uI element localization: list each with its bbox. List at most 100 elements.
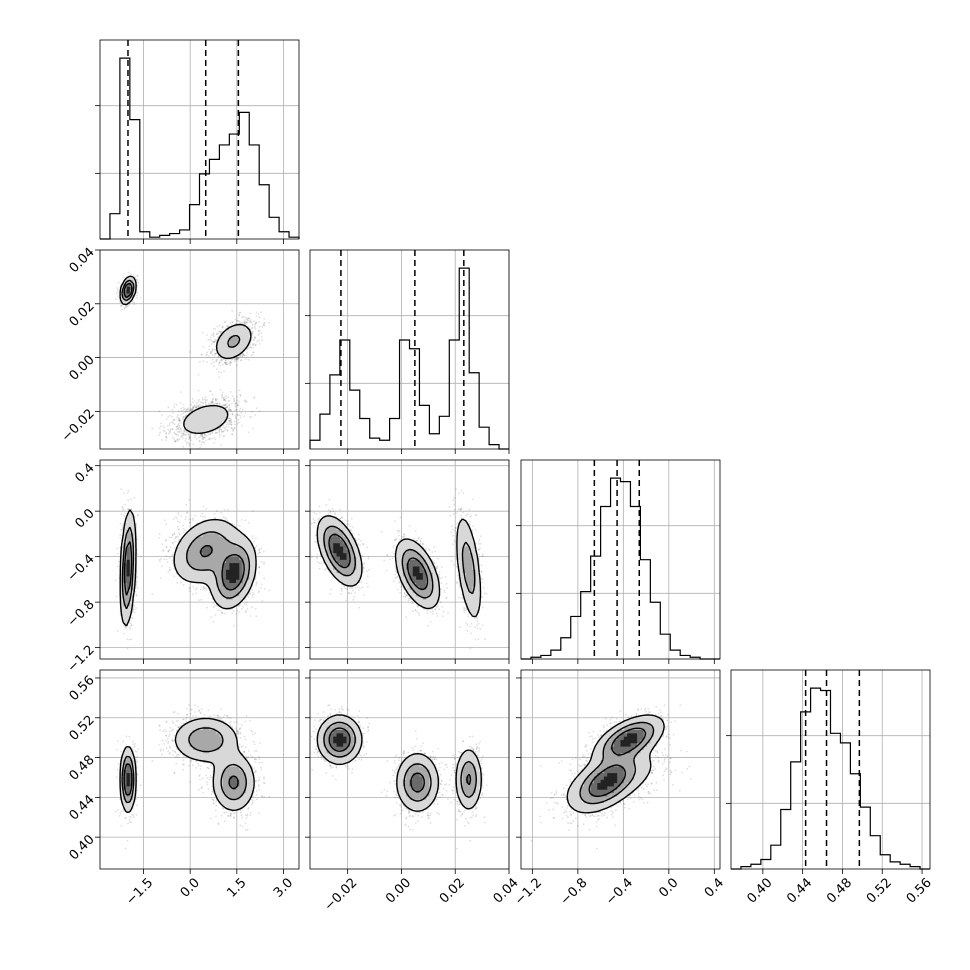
sample-point <box>117 295 119 297</box>
sample-point <box>189 521 192 524</box>
sample-point <box>210 402 213 404</box>
sample-point <box>176 425 179 428</box>
sample-point <box>220 358 223 361</box>
sample-point <box>263 587 266 590</box>
density-cell <box>229 332 233 337</box>
sample-point <box>251 326 254 329</box>
sample-point <box>201 331 204 334</box>
sample-point <box>237 356 239 359</box>
sample-point <box>249 312 252 315</box>
sample-point <box>135 607 138 609</box>
density-cell <box>216 412 220 417</box>
sample-point <box>213 436 216 439</box>
sample-point <box>224 403 227 406</box>
sample-point <box>213 335 215 338</box>
sample-point <box>238 525 241 527</box>
sample-point <box>237 400 240 403</box>
sample-point <box>228 399 231 402</box>
density-cell <box>239 326 243 330</box>
sample-point <box>226 429 229 432</box>
density-cell <box>226 349 230 354</box>
sample-point <box>233 420 236 423</box>
sample-point <box>244 611 247 613</box>
sample-point <box>182 445 185 448</box>
sample-point <box>252 351 254 354</box>
sample-point <box>237 414 239 416</box>
sample-point <box>250 416 253 419</box>
sample-point <box>212 341 215 343</box>
sample-point <box>161 543 164 546</box>
sample-point <box>177 414 179 416</box>
sample-point <box>251 591 254 594</box>
sample-point <box>260 332 263 334</box>
sample-point <box>263 318 266 320</box>
sample-point <box>255 321 257 324</box>
sample-point <box>237 404 240 406</box>
sample-point <box>166 561 169 563</box>
sample-point <box>180 410 183 412</box>
sample-point <box>182 416 185 418</box>
sample-point <box>182 409 185 412</box>
sample-point <box>255 311 258 314</box>
sample-point <box>244 519 247 522</box>
sample-point <box>174 432 176 435</box>
sample-point <box>192 407 195 410</box>
sample-point <box>125 305 128 308</box>
sample-point <box>238 313 240 316</box>
sample-point <box>188 435 191 438</box>
sample-point <box>230 410 233 412</box>
sample-point <box>190 403 193 406</box>
sample-point <box>189 437 191 439</box>
sample-point <box>167 432 170 435</box>
sample-point <box>163 558 166 561</box>
sample-point <box>192 517 194 520</box>
sample-point <box>231 413 234 416</box>
sample-point <box>214 398 217 400</box>
sample-point <box>230 427 233 429</box>
sample-point <box>255 544 258 547</box>
sample-point <box>218 433 221 436</box>
sample-point <box>185 438 188 440</box>
sample-point <box>234 417 237 420</box>
sample-point <box>220 612 223 615</box>
sample-point <box>255 321 258 324</box>
sample-point <box>168 414 171 417</box>
sample-point <box>176 428 179 430</box>
sample-point <box>165 436 168 439</box>
sample-point <box>230 421 233 423</box>
sample-point <box>136 294 138 297</box>
sample-point <box>191 409 193 412</box>
sample-point <box>218 402 221 405</box>
density-cell <box>239 346 243 350</box>
sample-point <box>225 402 228 405</box>
sample-point <box>175 450 177 452</box>
sample-point <box>209 438 211 441</box>
sample-point <box>254 327 257 330</box>
sample-point <box>187 408 190 411</box>
sample-point <box>187 442 190 445</box>
sample-point <box>237 356 240 359</box>
sample-point <box>191 407 194 410</box>
sample-point <box>218 361 221 363</box>
sample-point <box>226 324 228 327</box>
sample-point <box>119 305 122 307</box>
sample-point <box>252 347 255 349</box>
density-cell <box>222 339 227 344</box>
scatter-2-1 <box>114 271 270 452</box>
sample-point <box>185 503 188 506</box>
sample-point <box>131 617 134 620</box>
sample-point <box>130 616 133 619</box>
sample-point <box>225 397 227 399</box>
sample-point <box>254 336 256 339</box>
sample-point <box>212 398 214 401</box>
sample-point <box>227 325 230 328</box>
sample-point <box>230 418 232 421</box>
sample-point <box>207 339 210 341</box>
density-cell <box>199 412 204 417</box>
sample-point <box>228 409 231 412</box>
sample-point <box>204 516 207 518</box>
sample-point <box>172 412 174 414</box>
sample-point <box>117 560 120 563</box>
density-cell <box>196 422 200 427</box>
